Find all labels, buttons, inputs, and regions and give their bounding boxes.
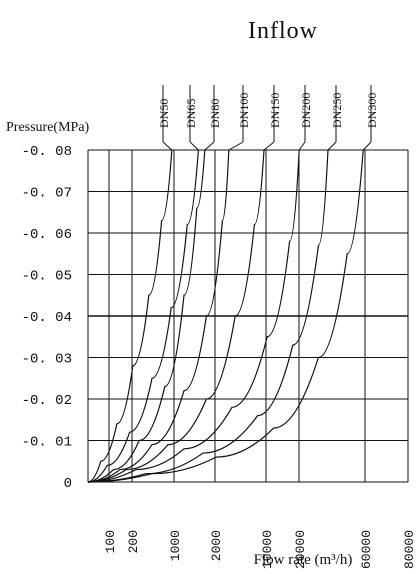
series-label: DN300 (365, 93, 379, 128)
series-leader-line (189, 141, 199, 151)
y-tick-label: 0 (64, 476, 72, 492)
x-tick-labels: 100 200 1000 2000 10000 20000 60000 80000 (103, 530, 417, 569)
x-axis-label: Flow rate (m³/h) (254, 552, 353, 568)
series-label: DN80 (208, 99, 222, 128)
series-leader-line (162, 141, 173, 151)
y-tick-label: -0. 05 (22, 269, 72, 285)
y-tick-label: -0. 01 (22, 435, 72, 451)
y-tick-label: -0. 02 (22, 393, 72, 409)
y-tick-label: -0. 06 (22, 227, 72, 243)
y-tick-label: -0. 07 (22, 186, 72, 202)
x-tick-label: 80000 (402, 530, 417, 569)
series-label: DN50 (157, 99, 171, 128)
series-curve (87, 149, 265, 483)
series-curve (87, 149, 173, 483)
series-label-group: DN50 DN65 DN80 DN100 DN150 DN200 DN250 DN300 (157, 85, 379, 151)
x-tick-label: 10000 (260, 530, 275, 569)
x-tick-label: 200 (126, 530, 141, 553)
x-tick-label: 1000 (168, 530, 183, 561)
series-leader-line (204, 141, 215, 151)
series-curve (87, 149, 364, 483)
chart-curves (87, 149, 364, 483)
y-tick-label: -0. 08 (22, 144, 72, 160)
series-curve (87, 149, 206, 483)
series-leader-line (263, 141, 275, 151)
series-label: DN250 (330, 93, 344, 128)
series-curve (87, 149, 300, 483)
y-axis-label: Pressure(MPa) (6, 120, 90, 135)
series-label: DN150 (268, 93, 282, 128)
series-label: DN100 (237, 93, 251, 128)
y-tick-labels: -0. 08 -0. 07 -0. 06 -0. 05 -0. 04 -0. 03 -0. … (22, 144, 72, 492)
series-leader-line (298, 141, 306, 151)
series-curve (87, 149, 199, 483)
x-tick-label: 60000 (359, 530, 374, 569)
series-label: DN65 (184, 99, 198, 128)
x-tick-label: 20000 (293, 530, 308, 569)
series-leader-line (327, 141, 337, 151)
series-label: DN200 (299, 93, 313, 128)
x-tick-label: 2000 (209, 530, 224, 561)
y-tick-label: -0. 04 (22, 310, 72, 326)
chart-title: Inflow (248, 18, 318, 44)
chart-grid (87, 149, 409, 483)
series-curve (87, 149, 329, 483)
series-leader-line (362, 141, 372, 151)
x-tick-label: 100 (103, 530, 118, 553)
y-tick-label: -0. 03 (22, 352, 72, 368)
series-leader-line (228, 141, 244, 151)
series-curve (87, 149, 230, 483)
